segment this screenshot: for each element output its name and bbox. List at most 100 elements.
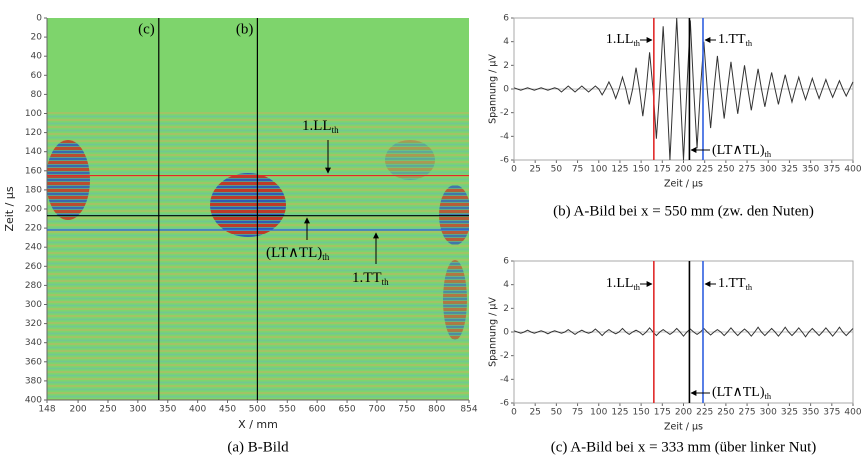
x-tick-label: 200 (69, 405, 86, 415)
x-tick-label: 800 (428, 405, 445, 415)
x-tick-label: 400 (844, 165, 861, 175)
x-tick-label: 650 (338, 405, 355, 415)
x-tick-label: 75 (572, 165, 583, 175)
y-axis-label: Zeit / µs (3, 186, 16, 231)
y-tick-label: 300 (25, 300, 42, 310)
y-tick-label: -6 (500, 156, 509, 166)
y-tick-label: 20 (31, 33, 43, 43)
annotation-main: 1.LL (606, 276, 634, 291)
image-blob (385, 140, 435, 180)
image-blob (210, 173, 286, 237)
x-tick-label: 100 (590, 408, 607, 418)
x-tick-label: 148 (38, 405, 55, 415)
waveform (513, 326, 854, 338)
x-tick-label: 300 (760, 165, 777, 175)
y-tick-label: -4 (500, 132, 509, 142)
x-tick-label: 75 (572, 408, 583, 418)
x-tick-label: 250 (99, 405, 116, 415)
x-tick-label: 300 (760, 408, 777, 418)
annotation-sub: th (765, 392, 772, 401)
annotation-main: (LT∧TL) (712, 143, 765, 158)
x-tick-label: 125 (611, 165, 628, 175)
y-axis-label: Spannung / µV (488, 54, 499, 124)
caption: (c) A-Bild bei x = 333 mm (über linker N… (551, 439, 817, 455)
y-tick-label: 160 (25, 166, 42, 176)
marker-label: (c) (138, 21, 155, 37)
y-tick-label: 2 (503, 61, 509, 71)
x-tick-label: 375 (823, 165, 840, 175)
waveform (513, 17, 854, 161)
x-tick-label: 275 (738, 165, 755, 175)
annotation: (LT∧TL)th (712, 143, 772, 159)
x-tick-label: 150 (633, 165, 650, 175)
image-blob (443, 260, 467, 340)
x-tick-label: 225 (696, 165, 713, 175)
y-tick-label: 4 (503, 37, 509, 47)
y-tick-label: 200 (25, 205, 42, 215)
x-axis-label: X / mm (238, 418, 278, 431)
x-tick-label: 325 (781, 165, 798, 175)
x-tick-label: 600 (309, 405, 326, 415)
annotation: (LT∧TL)th (266, 245, 330, 262)
y-tick-label: 220 (25, 224, 42, 234)
y-tick-label: 6 (503, 14, 509, 24)
y-tick-label: -6 (500, 399, 509, 409)
x-tick-label: 350 (802, 165, 819, 175)
x-tick-label: 450 (219, 405, 236, 415)
annotation-sub: th (332, 125, 340, 135)
x-tick-label: 200 (675, 408, 692, 418)
x-tick-label: 25 (529, 408, 540, 418)
annotation-main: 1.TT (718, 32, 746, 47)
x-tick-label: 550 (279, 405, 296, 415)
x-tick-label: 0 (511, 165, 517, 175)
annotation-sub: th (746, 39, 753, 48)
y-tick-label: -2 (500, 351, 509, 361)
x-tick-label: 854 (460, 405, 477, 415)
annotation: (LT∧TL)th (712, 385, 772, 401)
b-scan-image (47, 18, 469, 400)
x-tick-label: 50 (551, 408, 563, 418)
y-tick-label: 120 (25, 128, 42, 138)
y-tick-label: 0 (503, 85, 509, 95)
annotation: 1.LLth (606, 276, 641, 292)
annotation-sub: th (322, 252, 330, 262)
x-tick-label: 275 (738, 408, 755, 418)
x-tick-label: 250 (717, 408, 734, 418)
x-axis-label: Zeit / µs (664, 179, 703, 190)
y-tick-label: 360 (25, 357, 42, 367)
y-tick-label: 80 (31, 90, 43, 100)
annotation-main: 1.TT (352, 270, 382, 286)
x-tick-label: 750 (398, 405, 415, 415)
x-tick-label: 50 (551, 165, 563, 175)
x-tick-label: 150 (633, 408, 650, 418)
marker-label: (b) (236, 21, 254, 37)
x-tick-label: 300 (129, 405, 146, 415)
image-blob (439, 185, 469, 245)
x-tick-label: 250 (717, 165, 734, 175)
y-axis-label: Spannung / µV (488, 297, 499, 367)
x-tick-label: 125 (611, 408, 628, 418)
y-tick-label: 4 (503, 280, 509, 290)
y-tick-label: 180 (25, 185, 42, 195)
annotation-sub: th (633, 283, 640, 292)
annotation-sub: th (633, 39, 640, 48)
y-tick-label: 100 (25, 109, 42, 119)
annotation-sub: th (765, 150, 772, 159)
y-tick-label: 380 (25, 376, 42, 386)
y-tick-label: 240 (25, 243, 42, 253)
y-tick-label: 320 (25, 319, 42, 329)
y-tick-label: -2 (500, 108, 509, 118)
x-tick-label: 175 (654, 408, 671, 418)
y-tick-label: 60 (31, 71, 43, 81)
annotation: 1.TTth (718, 32, 753, 48)
x-tick-label: 225 (696, 408, 713, 418)
y-tick-label: 6 (503, 257, 509, 267)
annotation-main: (LT∧TL) (266, 245, 322, 261)
y-tick-label: 0 (503, 328, 509, 338)
x-tick-label: 375 (823, 408, 840, 418)
y-tick-label: -4 (500, 375, 509, 385)
x-tick-label: 400 (189, 405, 206, 415)
y-tick-label: 340 (25, 338, 42, 348)
x-tick-label: 700 (368, 405, 385, 415)
